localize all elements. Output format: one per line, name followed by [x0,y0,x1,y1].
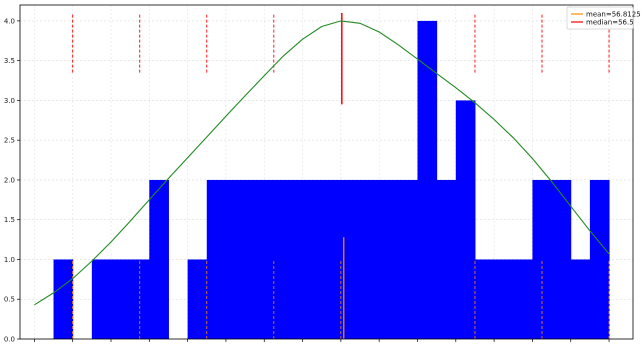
axes: 0.0 0.5 1.0 1.5 2.0 2.5 3.0 3.5 4.0 [4,4,634,344]
legend-label: mean=56.8125 [586,11,641,19]
histogram-bars [53,20,610,340]
histogram-bar [474,259,495,339]
histogram-bar [340,179,361,339]
histogram-bar [360,179,380,339]
histogram-bar [264,179,284,339]
histogram-bar [283,179,304,339]
legend-label: median=56.5 [586,19,634,27]
histogram-bar [589,179,610,339]
histogram-bar [130,259,150,339]
y-tick-label: 0.0 [4,336,15,344]
y-tick-label: 4.0 [4,17,15,25]
histogram-bar [245,179,265,339]
histogram-bar [455,100,476,339]
histogram-bar [513,259,533,339]
y-tick-label: 2.5 [4,137,15,145]
histogram-bar [206,179,227,339]
density-curve [34,20,610,306]
y-tick-label: 3.5 [4,57,15,65]
histogram-bar [494,259,514,339]
y-tick-label: 1.5 [4,216,15,224]
y-tick-label: 1.0 [4,256,15,264]
histogram-bar [53,259,74,339]
histogram-bar [91,259,112,339]
y-tick-label: 0.5 [4,296,15,304]
histogram-bar [149,179,169,339]
histogram-bar [551,179,572,339]
histogram-bar [110,259,131,339]
histogram-bar [398,179,418,339]
histogram-bar [321,179,342,339]
histogram-bar [570,259,591,339]
y-tick-label: 3.0 [4,97,15,105]
reference-lines [72,12,610,339]
legend-box [566,6,634,30]
y-tick-label: 2.0 [4,176,15,184]
density-curve-line [34,20,610,306]
plot-frame [19,4,634,340]
histogram-bar [302,179,323,339]
histogram-bar [187,259,208,339]
histogram-bar [379,179,399,339]
histogram-bar [436,179,457,339]
histogram-bar [417,20,438,340]
histogram-bar [532,179,553,339]
histogram-bar [225,179,246,339]
